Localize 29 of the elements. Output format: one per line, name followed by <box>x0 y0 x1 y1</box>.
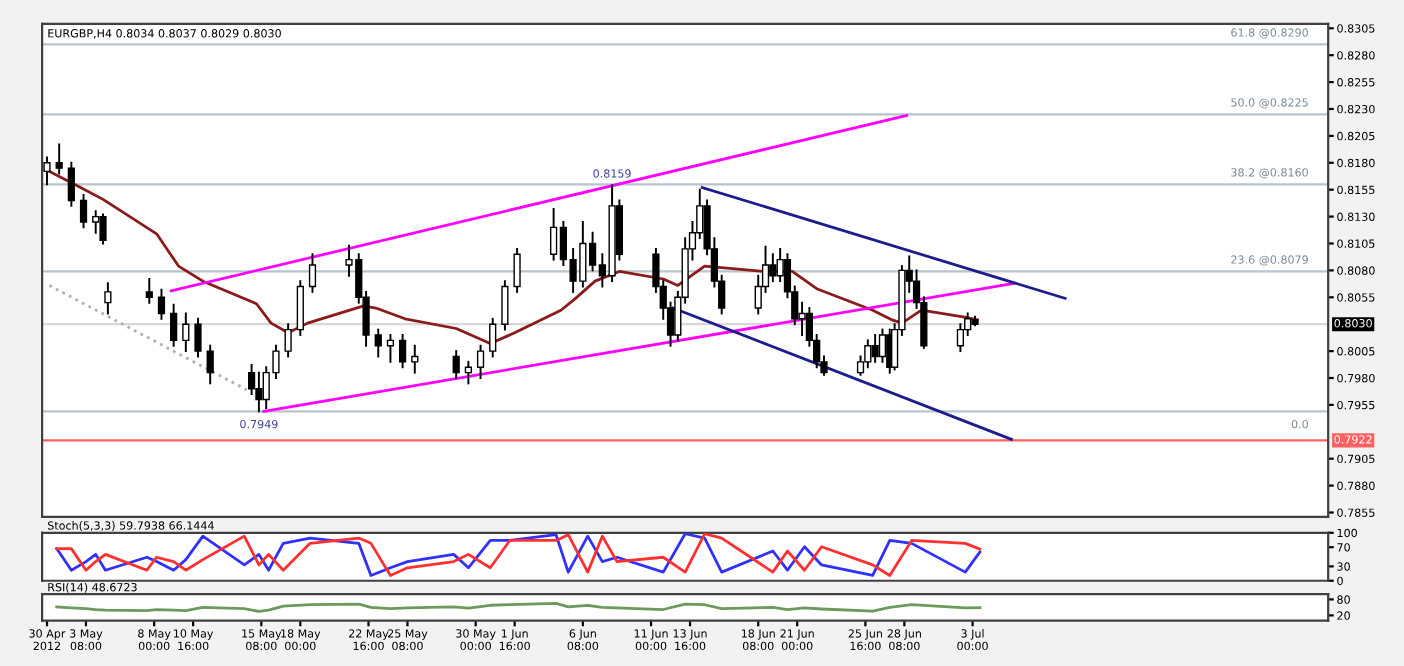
candlestick <box>452 350 460 379</box>
candlestick <box>206 344 214 385</box>
candlestick <box>194 317 202 358</box>
candlestick <box>79 194 88 229</box>
candlestick <box>182 312 190 353</box>
candlestick <box>871 333 879 363</box>
candlestick <box>296 280 304 336</box>
candlestick <box>769 253 777 283</box>
candlestick <box>157 288 166 320</box>
candlestick <box>489 317 497 358</box>
candlestick <box>398 333 407 369</box>
candlestick <box>104 282 112 315</box>
candlestick <box>411 344 419 374</box>
candlestick <box>99 213 107 245</box>
candlestick <box>67 161 75 207</box>
candlestick <box>374 328 382 358</box>
candlestick <box>255 371 263 413</box>
candlestick <box>476 344 485 379</box>
candlestick <box>878 328 887 363</box>
candlestick <box>513 247 521 293</box>
candlestick <box>92 210 100 234</box>
candlestick <box>501 280 509 331</box>
candlestick <box>55 143 63 175</box>
candlestick <box>145 278 153 304</box>
candlestick <box>308 253 317 293</box>
candlestick <box>864 339 872 369</box>
candlestick <box>170 303 178 347</box>
line-series <box>55 532 982 577</box>
candlestick <box>284 323 292 358</box>
